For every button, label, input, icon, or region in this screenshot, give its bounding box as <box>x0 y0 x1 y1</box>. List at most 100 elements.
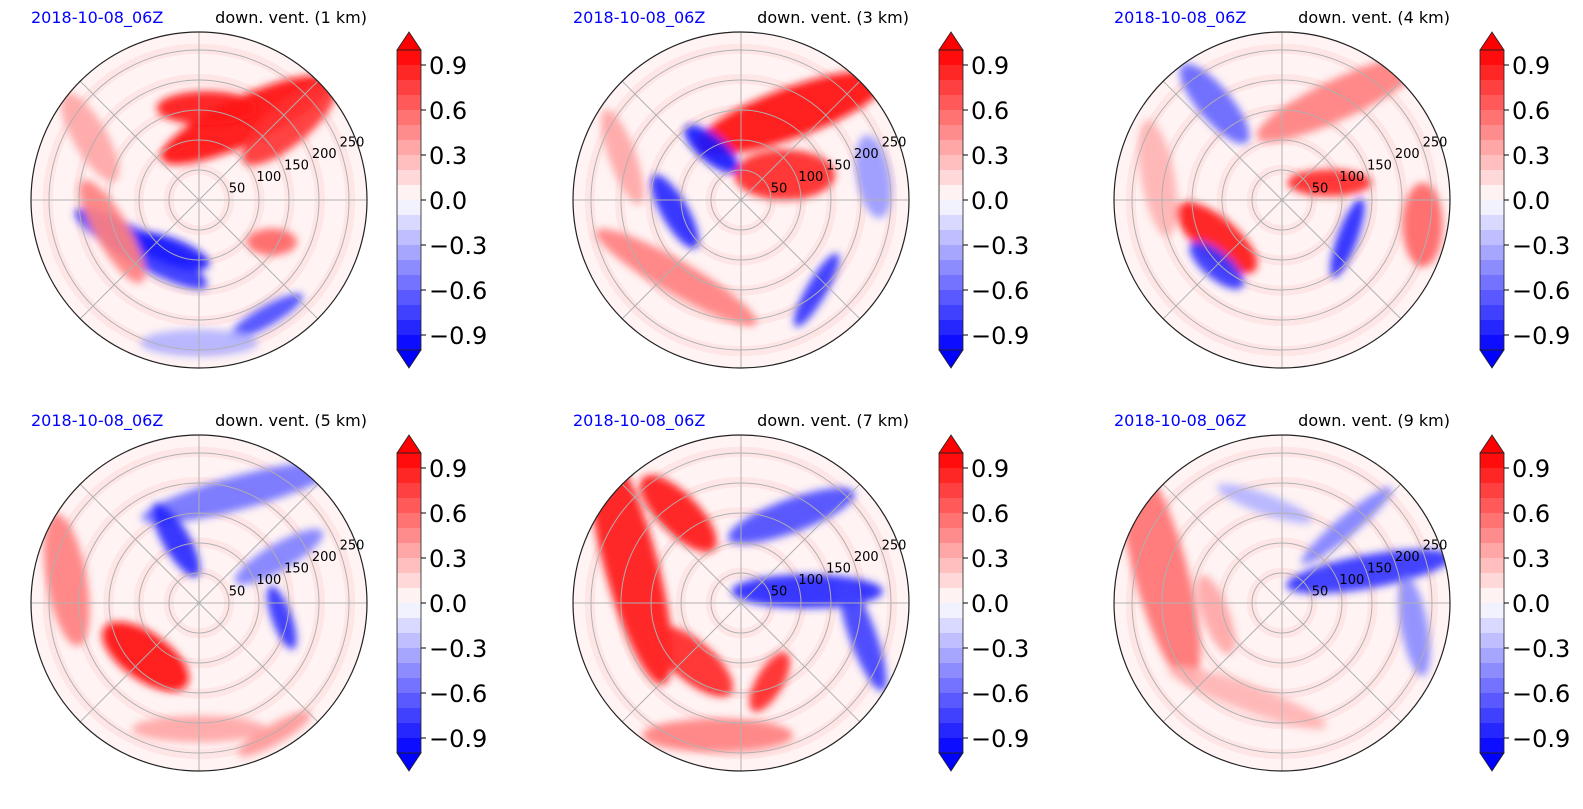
radial-tick-label: 50 <box>771 585 788 600</box>
colorbar-tick-label: 0.9 <box>429 52 467 80</box>
colorbar-level <box>1480 678 1504 694</box>
colorbar-level <box>1480 693 1504 709</box>
angular-grid-line <box>1281 199 1402 320</box>
panel-4: 2018-10-08_06Z down. vent. (5 km) 50 100150… <box>30 411 487 772</box>
colorbar-level <box>1480 723 1504 739</box>
colorbar-level <box>397 200 421 216</box>
angular-grid-line <box>1162 483 1283 604</box>
colorbar-level <box>397 723 421 739</box>
colorbar-level <box>939 65 963 81</box>
field-feature <box>160 75 330 165</box>
field-feature <box>642 718 794 753</box>
field-feature <box>242 83 336 166</box>
panel-1: 2018-10-08_06Z down. vent. (1 km) 50 100150… <box>30 8 487 369</box>
colorbar-level <box>1480 468 1504 484</box>
colorbar-tick-label: −0.6 <box>429 680 487 708</box>
polar-frame <box>1113 31 1451 369</box>
colorbar-tick-label: 0.0 <box>429 187 467 215</box>
colorbar-level <box>939 558 963 574</box>
angular-grid-line <box>198 199 319 320</box>
colorbar-level <box>1480 633 1504 649</box>
colorbar-level <box>397 305 421 321</box>
radial-tick-label: 250 <box>1423 539 1448 554</box>
colorbar-level <box>397 95 421 111</box>
colorbar-level <box>939 528 963 544</box>
panel-title: down. vent. (3 km) <box>757 8 909 27</box>
colorbar-level <box>1480 588 1504 604</box>
colorbar-level <box>939 708 963 724</box>
radial-tick-label: 100 <box>798 170 823 185</box>
panel-time-label: 2018-10-08_06Z <box>1114 411 1246 431</box>
colorbar-extend-min <box>1479 349 1505 369</box>
angular-grid-line <box>79 80 200 201</box>
colorbar-level <box>1480 320 1504 336</box>
colorbar-level <box>397 215 421 231</box>
field-feature <box>1196 574 1235 655</box>
colorbar-level <box>939 125 963 141</box>
radial-tick-label: 100 <box>256 170 281 185</box>
colorbar-tick-label: −0.3 <box>971 635 1029 663</box>
colorbar-level <box>397 335 421 351</box>
colorbar-tick-label: 0.6 <box>429 500 467 528</box>
colorbar-level <box>397 80 421 96</box>
colorbar-tick-label: 0.9 <box>1512 455 1550 483</box>
colorbar-tick-label: −0.3 <box>429 635 487 663</box>
colorbar-level <box>939 245 963 261</box>
colorbar-level <box>1480 335 1504 351</box>
radial-tick-label: 50 <box>1312 585 1329 600</box>
colorbar-extend-max <box>396 434 422 454</box>
colorbar-level <box>397 468 421 484</box>
colorbar-level <box>1480 483 1504 499</box>
colorbar-level <box>939 185 963 201</box>
field-feature <box>1175 201 1258 274</box>
colorbar-level <box>1480 50 1504 66</box>
colorbar: 0.9 0.6 0.3 0.0 −0.3 −0.6 −0.9 <box>396 434 487 772</box>
radial-tick-label: 100 <box>1339 170 1364 185</box>
colorbar: 0.9 0.6 0.3 0.0 −0.3 −0.6 −0.9 <box>938 434 1029 772</box>
colorbar-extend-max <box>1479 31 1505 51</box>
colorbar-level <box>1480 513 1504 529</box>
colorbar-level <box>397 110 421 126</box>
angular-grid-line <box>198 80 319 201</box>
field-feature <box>1138 120 1178 237</box>
colorbar-tick-label: −0.6 <box>971 277 1029 305</box>
colorbar-extend-min <box>396 752 422 772</box>
angular-grid-line <box>79 602 200 723</box>
colorbar-level <box>1480 155 1504 171</box>
colorbar-level <box>939 230 963 246</box>
colorbar-tick-label: −0.9 <box>1512 322 1570 350</box>
angular-grid-line <box>1281 602 1402 723</box>
colorbar-level <box>397 453 421 469</box>
field-feature <box>855 135 892 219</box>
colorbar-level <box>939 483 963 499</box>
colorbar-level <box>939 110 963 126</box>
field-feature <box>684 125 739 174</box>
colorbar-level <box>1480 260 1504 276</box>
colorbar-level <box>1480 140 1504 156</box>
colorbar-tick-label: 0.3 <box>971 142 1009 170</box>
angular-grid-line <box>1281 483 1402 604</box>
colorbar-tick-label: −0.3 <box>1512 232 1570 260</box>
angular-grid-line <box>198 602 319 723</box>
colorbar-level <box>1480 453 1504 469</box>
polar-frame <box>30 31 368 369</box>
colorbar-level <box>939 95 963 111</box>
field-feature <box>129 231 210 271</box>
radial-tick-label: 250 <box>882 136 907 151</box>
field-feature <box>156 91 258 125</box>
radial-tick-label: 150 <box>284 159 309 174</box>
angular-grid-line <box>621 483 742 604</box>
colorbar-tick-label: 0.6 <box>429 97 467 125</box>
field-feature <box>651 625 734 697</box>
radial-tick-label: 50 <box>1312 182 1329 197</box>
colorbar-level <box>939 663 963 679</box>
radial-tick-label: 250 <box>340 136 365 151</box>
colorbar-level <box>397 663 421 679</box>
colorbar-level <box>939 543 963 559</box>
colorbar-level <box>1480 230 1504 246</box>
colorbar-level <box>397 738 421 754</box>
radial-tick-label: 150 <box>826 562 851 577</box>
colorbar-tick-label: 0.0 <box>971 590 1009 618</box>
colorbar-tick-label: 0.9 <box>1512 52 1550 80</box>
colorbar-level <box>1480 618 1504 634</box>
